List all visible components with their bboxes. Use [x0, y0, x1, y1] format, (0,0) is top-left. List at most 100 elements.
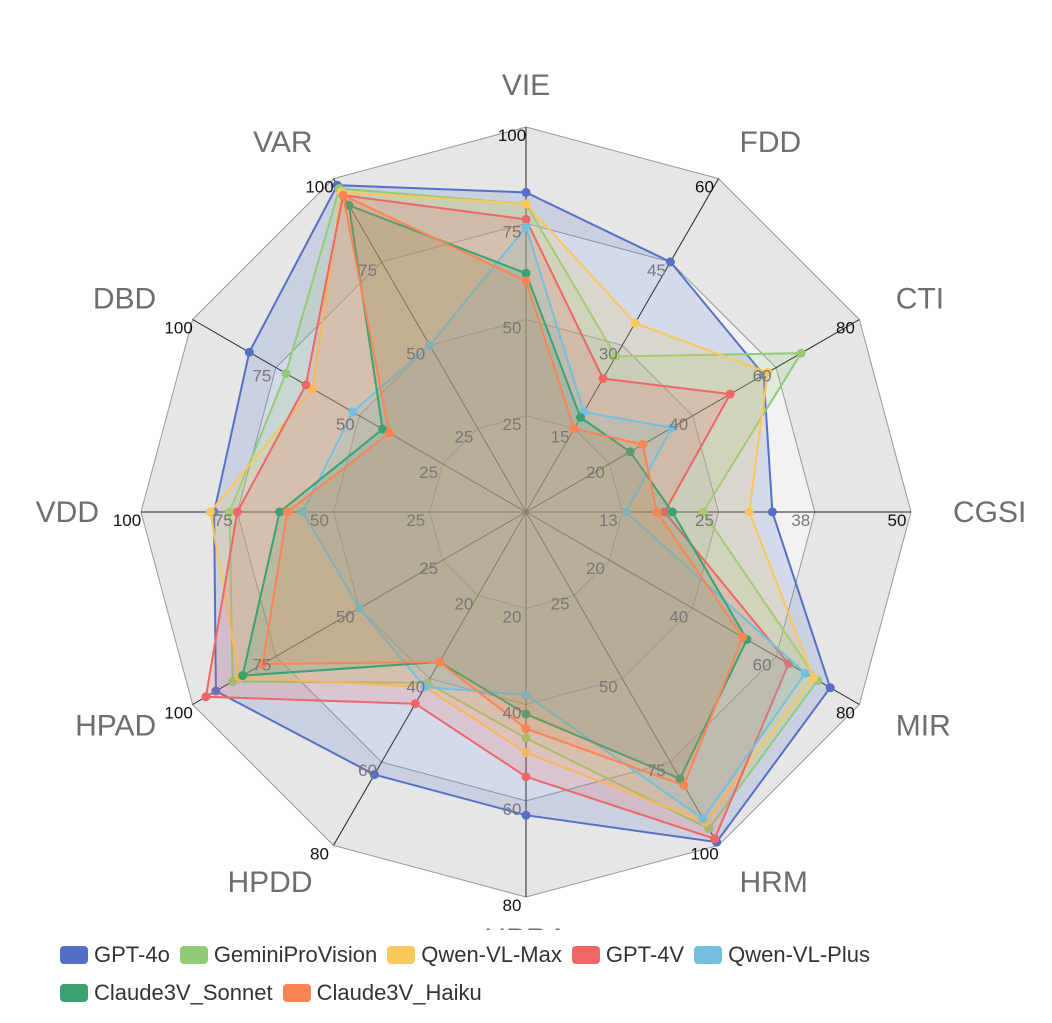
- legend-swatch: [282, 984, 311, 1002]
- axis-label-mir: MIR: [896, 710, 951, 743]
- tick-label: 30: [599, 344, 618, 363]
- tick-label: 20: [454, 594, 473, 613]
- tick-label: 45: [647, 261, 666, 280]
- legend-item[interactable]: GeminiProVision: [179, 940, 378, 970]
- series-point: [258, 659, 268, 669]
- tick-label: 75: [252, 655, 271, 674]
- series-point: [763, 367, 773, 377]
- series-point: [809, 673, 819, 683]
- legend-label: GPT-4o: [94, 942, 170, 967]
- series-claude3v-sonnet: [238, 200, 752, 784]
- tick-label: 20: [586, 559, 605, 578]
- series-point: [521, 748, 531, 758]
- chart-legend: GPT-4o GeminiProVision Qwen-VL-Max GPT-4V Qw…: [60, 940, 1020, 1016]
- series-point: [521, 724, 531, 734]
- series-point: [796, 348, 806, 358]
- tick-label: 60: [358, 761, 377, 780]
- legend-item[interactable]: Qwen-VL-Plus: [694, 940, 870, 970]
- series-point: [625, 447, 635, 457]
- legend-swatch: [571, 946, 600, 964]
- legend-swatch: [60, 946, 88, 964]
- radar-chart: 25 50 75 100 15 30 45 60 20 40 60 80 13 25 38 50 20 40 60 8…: [36, 69, 1027, 930]
- axis-label-dbd: DBD: [93, 283, 156, 316]
- tick-label: 20: [586, 463, 605, 482]
- series-point: [275, 507, 285, 517]
- tick-label: 25: [551, 594, 570, 613]
- tick-label: 40: [669, 415, 688, 434]
- series-point: [521, 222, 531, 232]
- series-point: [679, 780, 689, 790]
- series-point: [425, 340, 435, 350]
- tick-label: 100: [498, 126, 526, 145]
- series-point: [521, 733, 531, 743]
- series-point: [201, 692, 211, 702]
- series-point: [665, 257, 675, 267]
- axis-label-hpdd: HPDD: [227, 866, 312, 899]
- series-point: [282, 507, 292, 517]
- radar-spoke: [333, 511, 527, 846]
- series-point: [420, 682, 430, 692]
- tick-label: 25: [503, 415, 522, 434]
- tick-label: 75: [503, 222, 522, 241]
- axis-label-var: VAR: [253, 126, 312, 159]
- series-point: [698, 814, 708, 824]
- legend-item[interactable]: GPT-4o: [60, 940, 170, 970]
- legend-item[interactable]: GPT-4V: [571, 940, 684, 970]
- radar-axis-labels: VIE FDD CTI CGSI MIR HRM HPRA HPDD HPAD VDD DBD VAR: [36, 69, 1027, 930]
- legend-label: GeminiProVision: [213, 942, 378, 967]
- series-point: [576, 413, 585, 422]
- tick-label: 80: [836, 319, 855, 338]
- series-point: [710, 834, 720, 844]
- tick-label: 50: [503, 319, 522, 338]
- series-point: [238, 671, 248, 681]
- legend-item[interactable]: Claude3V_Sonnet: [60, 978, 273, 1008]
- axis-label-cgsi: CGSI: [953, 496, 1026, 529]
- legend-label: Qwen-VL-Plus: [728, 942, 870, 967]
- series-point: [738, 632, 748, 642]
- series-point: [354, 603, 364, 613]
- axis-label-fdd: FDD: [740, 126, 802, 159]
- series-point: [205, 507, 215, 517]
- tick-label: 50: [310, 511, 329, 530]
- series-point: [244, 347, 254, 357]
- tick-label: 100: [164, 704, 192, 723]
- tick-label: 75: [252, 367, 271, 386]
- series-point: [660, 507, 670, 517]
- series-point: [825, 683, 835, 693]
- tick-label: 40: [406, 678, 425, 697]
- series-point: [521, 199, 531, 209]
- tick-label: 25: [419, 463, 438, 482]
- axis-label-hpad: HPAD: [75, 710, 156, 743]
- radar-series-layer: [201, 180, 835, 847]
- legend-swatch: [179, 946, 208, 964]
- legend-item[interactable]: Claude3V_Haiku: [282, 978, 482, 1008]
- series-point: [384, 428, 394, 438]
- tick-label: 13: [599, 511, 618, 530]
- tick-label: 75: [214, 511, 233, 530]
- tick-label: 40: [669, 607, 688, 626]
- series-point: [667, 423, 677, 433]
- tick-label: 100: [690, 844, 718, 863]
- legend-item[interactable]: Qwen-VL-Max: [387, 940, 562, 970]
- series-gpt-4v: [201, 190, 794, 844]
- series-point: [410, 699, 420, 709]
- tick-label: 60: [503, 800, 522, 819]
- series-point: [800, 668, 810, 678]
- series-point: [569, 424, 579, 434]
- axis-label-hrm: HRM: [740, 866, 808, 899]
- series-point: [675, 774, 685, 784]
- tick-label: 60: [753, 655, 772, 674]
- series-point: [378, 424, 388, 434]
- series-point: [225, 507, 235, 517]
- series-point: [521, 276, 531, 286]
- tick-label: 100: [113, 511, 141, 530]
- series-qwen-vl-plus: [298, 222, 810, 824]
- series-point: [308, 384, 318, 394]
- series-point: [521, 690, 531, 700]
- series-point: [521, 810, 531, 820]
- series-point: [598, 374, 608, 384]
- tick-label: 25: [419, 559, 438, 578]
- series-point: [767, 507, 777, 517]
- series-point: [211, 686, 221, 696]
